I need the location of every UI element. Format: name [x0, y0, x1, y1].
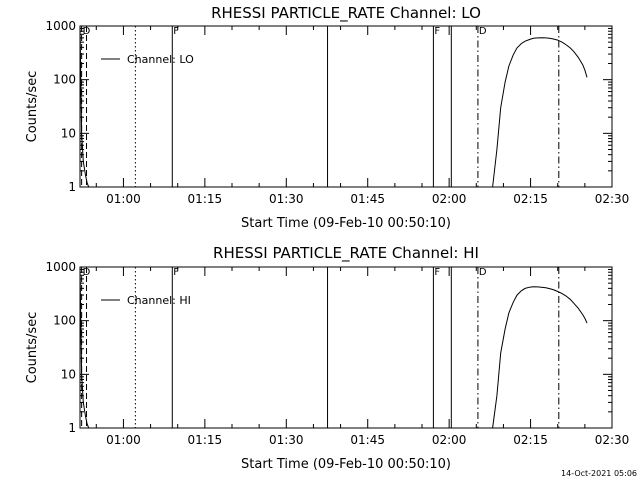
- flag-label: D: [83, 267, 91, 278]
- chart-title: RHESSI PARTICLE_RATE Channel: HI: [213, 244, 479, 263]
- x-tick-label: 02:15: [513, 192, 548, 206]
- y-tick-label: 10: [61, 126, 76, 140]
- y-tick-label: 1000: [45, 260, 76, 274]
- x-tick-label: 02:30: [595, 192, 630, 206]
- y-tick-label: 1: [68, 180, 76, 194]
- x-axis-label: Start Time (09-Feb-10 00:50:10): [241, 457, 451, 472]
- y-tick-label: 10: [61, 367, 76, 381]
- x-tick-label: 02:15: [513, 433, 548, 447]
- x-tick-label: 01:00: [106, 192, 141, 206]
- x-tick-label: 01:45: [350, 433, 385, 447]
- y-tick-label: 100: [53, 314, 76, 328]
- plot-frame: [79, 266, 613, 429]
- y-axis-label: Counts/sec: [25, 71, 40, 143]
- x-tick-label: 01:45: [350, 192, 385, 206]
- flag-label: F: [434, 267, 440, 278]
- lo-channel-chart: RHESSI PARTICLE_RATE Channel: LO Start Ti…: [25, 4, 629, 231]
- x-tick-label: 02:00: [432, 433, 467, 447]
- chart-title: RHESSI PARTICLE_RATE Channel: LO: [211, 4, 481, 23]
- legend-label: Channel: HI: [127, 294, 191, 307]
- flag-label: F: [173, 267, 179, 278]
- legend-label: Channel: LO: [127, 53, 194, 66]
- series-line: [79, 266, 588, 429]
- x-tick-label: 01:00: [106, 433, 141, 447]
- flag-label: D: [479, 267, 487, 278]
- x-tick-label: 01:30: [269, 433, 304, 447]
- x-tick-label: 01:15: [188, 433, 223, 447]
- plot-frame: [79, 25, 613, 188]
- flag-label: D: [83, 26, 91, 37]
- series-line: [79, 25, 588, 188]
- y-axis-label: Counts/sec: [25, 312, 40, 384]
- x-tick-label: 02:30: [595, 433, 630, 447]
- x-axis-label: Start Time (09-Feb-10 00:50:10): [241, 216, 451, 231]
- y-tick-label: 1000: [45, 19, 76, 33]
- x-tick-label: 01:30: [269, 192, 304, 206]
- footer-timestamp: 14-Oct-2021 05:06: [561, 469, 637, 478]
- flag-label: F: [434, 26, 440, 37]
- flag-label: D: [479, 26, 487, 37]
- hi-channel-chart: RHESSI PARTICLE_RATE Channel: HI Start Ti…: [25, 244, 629, 472]
- x-tick-label: 01:15: [188, 192, 223, 206]
- y-tick-label: 1: [68, 421, 76, 435]
- flag-label: F: [173, 26, 179, 37]
- x-tick-label: 02:00: [432, 192, 467, 206]
- y-tick-label: 100: [53, 73, 76, 87]
